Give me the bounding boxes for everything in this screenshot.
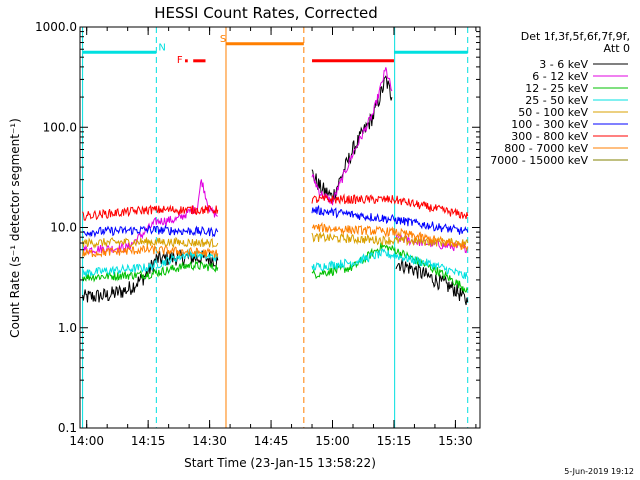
legend-title-line1: Det 1f,3f,5f,6f,7f,9f, [521,30,630,43]
legend-label-8: 7000 - 15000 keV [490,154,588,167]
series-line-0-seg-2 [395,258,469,306]
legend-label-2: 12 - 25 keV [525,82,588,95]
x-tick-label-0: 14:00 [69,434,104,448]
legend-label-6: 300 - 800 keV [511,130,588,143]
x-tick-label-5: 15:15 [377,434,412,448]
series-line-7-seg-1 [311,221,469,252]
flag-label-s: S [220,34,226,45]
series-line-6-seg-1 [311,193,469,220]
y-tick-label-3: 100.0 [43,120,77,134]
series-line-1-seg-1 [311,67,393,206]
x-tick-label-2: 14:30 [192,434,227,448]
x-tick-label-3: 14:45 [254,434,289,448]
series-line-4-seg-1 [311,231,469,248]
series-line-7-seg-0 [82,244,219,258]
series-line-3-seg-1 [311,248,469,280]
x-tick-label-4: 15:00 [315,434,350,448]
series-line-4-seg-0 [82,236,219,249]
y-axis-label: Count Rate (s⁻¹ detector segment⁻¹) [8,118,22,338]
legend-label-0: 3 - 6 keV [539,58,588,71]
x-tick-label-1: 14:15 [131,434,166,448]
series-line-6-seg-0 [82,204,219,221]
legend-label-7: 800 - 7000 keV [504,142,588,155]
x-axis-label: Start Time (23-Jan-15 13:58:22) [184,456,376,470]
series-line-5-seg-0 [82,224,219,238]
x-tick-label-6: 15:30 [438,434,473,448]
legend-title-line2: Att 0 [604,42,630,55]
series-line-0-seg-1 [311,75,393,202]
flag-label-n: N [158,42,165,53]
series-line-0-seg-0 [82,249,219,303]
legend: Det 1f,3f,5f,6f,7f,9f, Att 0 3 - 6 keV6 … [490,30,630,167]
series-line-5-seg-1 [311,204,469,235]
legend-label-5: 100 - 300 keV [511,118,588,131]
legend-label-3: 25 - 50 keV [525,94,588,107]
y-tick-label-1: 1.0 [58,321,77,335]
y-tick-label-4: 1000.0 [35,20,77,34]
legend-label-1: 6 - 12 keV [532,70,588,83]
series-line-2-seg-0 [82,260,219,283]
flag-label-f: F [177,55,183,66]
date-stamp: 5-Jun-2019 19:12 [564,467,634,476]
y-tick-label-2: 10.0 [50,221,77,235]
chart-title: HESSI Count Rates, Corrected [154,4,378,22]
legend-label-4: 50 - 100 keV [518,106,588,119]
y-tick-label-0: 0.1 [58,421,77,435]
